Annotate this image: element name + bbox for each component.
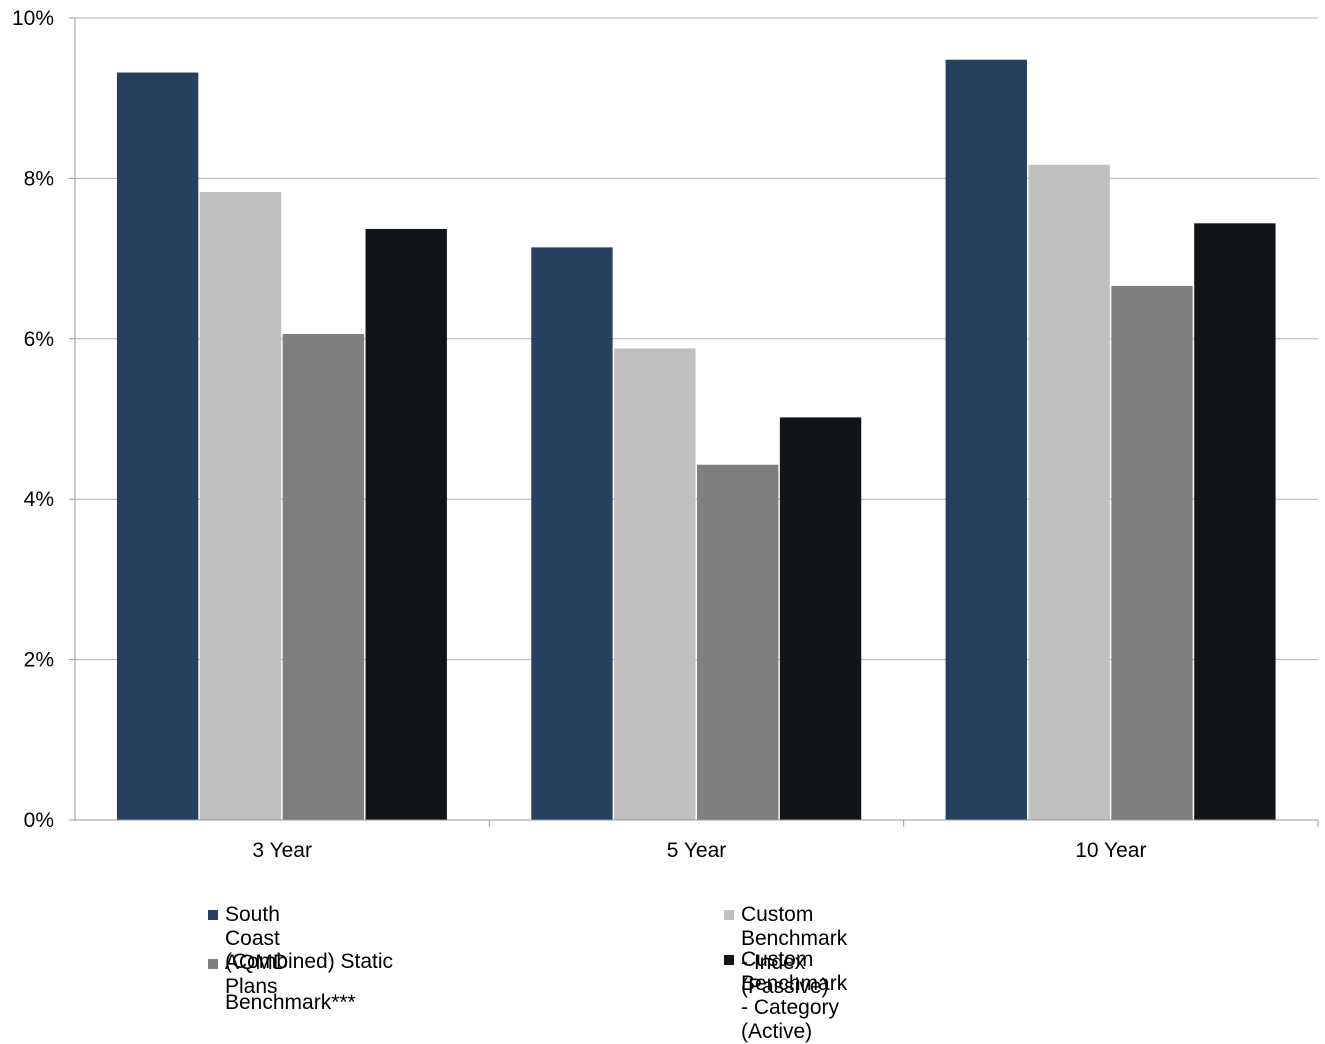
bar bbox=[614, 348, 696, 820]
legend-label: Custom Benchmark - Index (Passive) bbox=[741, 903, 848, 998]
bar bbox=[1111, 285, 1193, 820]
legend-label: South Coast AQMD Plans bbox=[225, 903, 288, 998]
legend-swatch bbox=[208, 910, 218, 920]
y-tick-label: 6% bbox=[24, 328, 54, 351]
bar bbox=[945, 59, 1027, 821]
bar bbox=[531, 247, 613, 820]
y-tick-label: 0% bbox=[24, 809, 54, 832]
bar-chart: 0% 2% 4% 6% 8% 10% 3 Year 5 Year 10 Year bbox=[12, 7, 1319, 862]
y-tick-label: 8% bbox=[24, 167, 54, 190]
legend-item-south-coast: South Coast AQMD Plans bbox=[208, 903, 288, 999]
x-tick-label: 3 Year bbox=[252, 839, 312, 862]
legend-label: Custom Benchmark - Category (Active) bbox=[741, 948, 848, 1043]
y-tick-label: 10% bbox=[12, 7, 54, 30]
bar bbox=[282, 333, 365, 820]
legend-swatch bbox=[208, 959, 218, 969]
bar bbox=[1028, 164, 1110, 821]
bar bbox=[697, 464, 779, 820]
bar bbox=[779, 417, 862, 820]
axes bbox=[69, 17, 1319, 827]
bars bbox=[116, 59, 1276, 821]
bar bbox=[1194, 223, 1276, 820]
legend-swatch bbox=[724, 955, 734, 965]
gridlines bbox=[75, 17, 1318, 661]
y-tick-label: 2% bbox=[24, 649, 54, 672]
legend-item-static: (Combined) Static Benchmark*** bbox=[208, 944, 438, 1023]
x-tick-label: 10 Year bbox=[1075, 839, 1146, 862]
bar bbox=[365, 228, 447, 820]
bar bbox=[199, 192, 282, 820]
bar bbox=[116, 72, 199, 820]
x-tick-label: 5 Year bbox=[667, 839, 727, 862]
y-axis-ticks: 0% 2% 4% 6% 8% 10% bbox=[12, 7, 54, 832]
legend-item-category-active: Custom Benchmark - Category (Active) bbox=[724, 948, 847, 1044]
legend-label: (Combined) Static Benchmark*** bbox=[225, 950, 394, 1014]
y-tick-label: 4% bbox=[24, 488, 54, 511]
legend-item-index-passive: Custom Benchmark - Index (Passive) bbox=[724, 903, 847, 999]
x-axis-ticks: 3 Year 5 Year 10 Year bbox=[252, 839, 1146, 862]
legend-swatch bbox=[724, 910, 734, 920]
